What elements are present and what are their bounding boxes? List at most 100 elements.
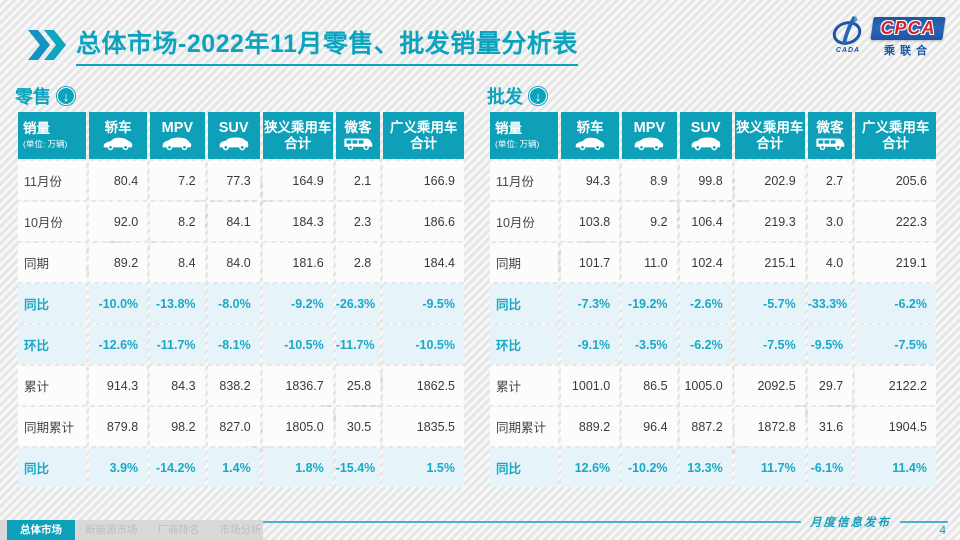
table-row: 累计 914.3 84.3 838.2 1836.7 25.8 1862.5: [18, 366, 464, 405]
table-cell: 8.4: [150, 243, 205, 282]
column-header-suv: SUV: [207, 112, 260, 159]
sedan-icon: [90, 137, 146, 151]
table-cell: 1.8%: [262, 448, 333, 487]
table-cell: 11.7%: [734, 448, 805, 487]
table-cell: 2092.5: [734, 366, 805, 405]
table-cell: 219.1: [855, 243, 936, 282]
row-label: 同比: [18, 284, 87, 323]
row-label: 同期: [490, 243, 559, 282]
table-cell: -10.5%: [383, 325, 464, 364]
table-header-row: 销量 (单位: 万辆) 轿车 MPV SUV 狭义乘用车 合计 微客 广义乘用车 合计: [18, 112, 464, 159]
table-cell: -11.7%: [335, 325, 381, 364]
table-cell: 4.0: [807, 243, 853, 282]
wholesale-panel: 批发 ↓ 销量 (单位: 万辆) 轿车 MPV SUV 狭义乘用车 合计 微客 广义乘用车 合计 1…: [487, 84, 939, 489]
wholesale-section-head: 批发 ↓: [487, 84, 939, 107]
nav-tab-overall-market[interactable]: 总体市场: [7, 520, 75, 540]
table-cell: 1005.0: [679, 366, 732, 405]
nav-tab-oem-ranking[interactable]: 厂商排名: [157, 524, 200, 536]
table-cell: -11.7%: [150, 325, 205, 364]
table-cell: -3.5%: [622, 325, 677, 364]
row-label: 同期累计: [490, 407, 559, 446]
table-cell: 1.4%: [207, 448, 260, 487]
table-cell: 89.2: [89, 243, 148, 282]
table-cell: -8.1%: [207, 325, 260, 364]
table-cell: 77.3: [207, 161, 260, 200]
row-label: 11月份: [18, 161, 87, 200]
table-cell: 1872.8: [734, 407, 805, 446]
table-cell: -7.5%: [734, 325, 805, 364]
table-cell: 219.3: [734, 202, 805, 241]
footer-note: 月度信息发布: [810, 515, 891, 529]
table-cell: 8.9: [622, 161, 677, 200]
row-label: 同比: [490, 448, 559, 487]
table-cell: 1001.0: [561, 366, 620, 405]
table-cell: -7.3%: [561, 284, 620, 323]
table-row: 同期累计 889.2 96.4 887.2 1872.8 31.6 1904.5: [490, 407, 936, 446]
retail-panel: 零售 ↓ 销量 (单位: 万辆) 轿车 MPV SUV 狭义乘用车 合计 微客 广义乘用车 合计 1…: [15, 84, 467, 489]
table-cell: 215.1: [734, 243, 805, 282]
table-cell: 8.2: [150, 202, 205, 241]
table-cell: 827.0: [207, 407, 260, 446]
table-cell: 86.5: [622, 366, 677, 405]
table-cell: 11.0: [622, 243, 677, 282]
table-cell: -8.0%: [207, 284, 260, 323]
nav-tab-nev-market[interactable]: 新能源市场: [85, 524, 138, 536]
table-cell: -2.6%: [679, 284, 732, 323]
cpca-acronym: CPCA: [870, 16, 946, 40]
table-cell: 2122.2: [855, 366, 936, 405]
table-cell: 2.1: [335, 161, 381, 200]
table-cell: 103.8: [561, 202, 620, 241]
table-cell: 889.2: [561, 407, 620, 446]
table-cell: 11.4%: [855, 448, 936, 487]
table-cell: -6.2%: [679, 325, 732, 364]
table-cell: -15.4%: [335, 448, 381, 487]
table-cell: 879.8: [89, 407, 148, 446]
page-number: 4: [939, 523, 946, 537]
sedan-icon: [562, 137, 618, 151]
table-cell: -9.2%: [262, 284, 333, 323]
table-row: 11月份 94.3 8.9 99.8 202.9 2.7 205.6: [490, 161, 936, 200]
table-row: 同期 101.7 11.0 102.4 215.1 4.0 219.1: [490, 243, 936, 282]
table-cell: 1862.5: [383, 366, 464, 405]
column-header-van: 微客: [807, 112, 853, 159]
table-cell: 101.7: [561, 243, 620, 282]
table-row: 环比 -9.1% -3.5% -6.2% -7.5% -9.5% -7.5%: [490, 325, 936, 364]
column-header-mpv: MPV: [622, 112, 677, 159]
table-cell: 94.3: [561, 161, 620, 200]
down-arrow-icon: ↓: [529, 86, 547, 105]
table-cell: -14.2%: [150, 448, 205, 487]
slide-header: 总体市场-2022年11月零售、批发销量分析表: [26, 24, 578, 66]
table-cell: 1835.5: [383, 407, 464, 446]
suv-icon: [209, 137, 259, 151]
table-cell: 102.4: [679, 243, 732, 282]
row-label: 同比: [490, 284, 559, 323]
table-cell: 84.0: [207, 243, 260, 282]
nav-tab-market-analysis[interactable]: 市场分析: [219, 524, 262, 536]
table-cell: 202.9: [734, 161, 805, 200]
table-row: 同比 12.6% -10.2% 13.3% 11.7% -6.1% 11.4%: [490, 448, 936, 487]
row-label: 累计: [490, 366, 559, 405]
row-label: 环比: [18, 325, 87, 364]
table-cell: 838.2: [207, 366, 260, 405]
van-icon: [809, 137, 852, 151]
mpv-icon: [623, 137, 675, 151]
page-title: 总体市场-2022年11月零售、批发销量分析表: [76, 24, 578, 66]
table-cell: -9.5%: [383, 284, 464, 323]
table-cell: 2.7: [807, 161, 853, 200]
table-cell: 3.9%: [89, 448, 148, 487]
column-header-sedan: 轿车: [89, 112, 148, 159]
row-label: 同期: [18, 243, 87, 282]
table-cell: -7.5%: [855, 325, 936, 364]
footer-nav: 总体市场 新能源市场 厂商排名 市场分析: [0, 520, 263, 540]
table-cell: 1.5%: [383, 448, 464, 487]
table-cell: 31.6: [807, 407, 853, 446]
table-cell: 164.9: [262, 161, 333, 200]
table-cell: 184.4: [383, 243, 464, 282]
table-row: 11月份 80.4 7.2 77.3 164.9 2.1 166.9: [18, 161, 464, 200]
table-row: 同比 -7.3% -19.2% -2.6% -5.7% -33.3% -6.2%: [490, 284, 936, 323]
table-cell: -9.1%: [561, 325, 620, 364]
column-header-narrow-total: 狭义乘用车 合计: [262, 112, 333, 159]
table-cell: 887.2: [679, 407, 732, 446]
table-cell: 184.3: [262, 202, 333, 241]
table-cell: 2.8: [335, 243, 381, 282]
